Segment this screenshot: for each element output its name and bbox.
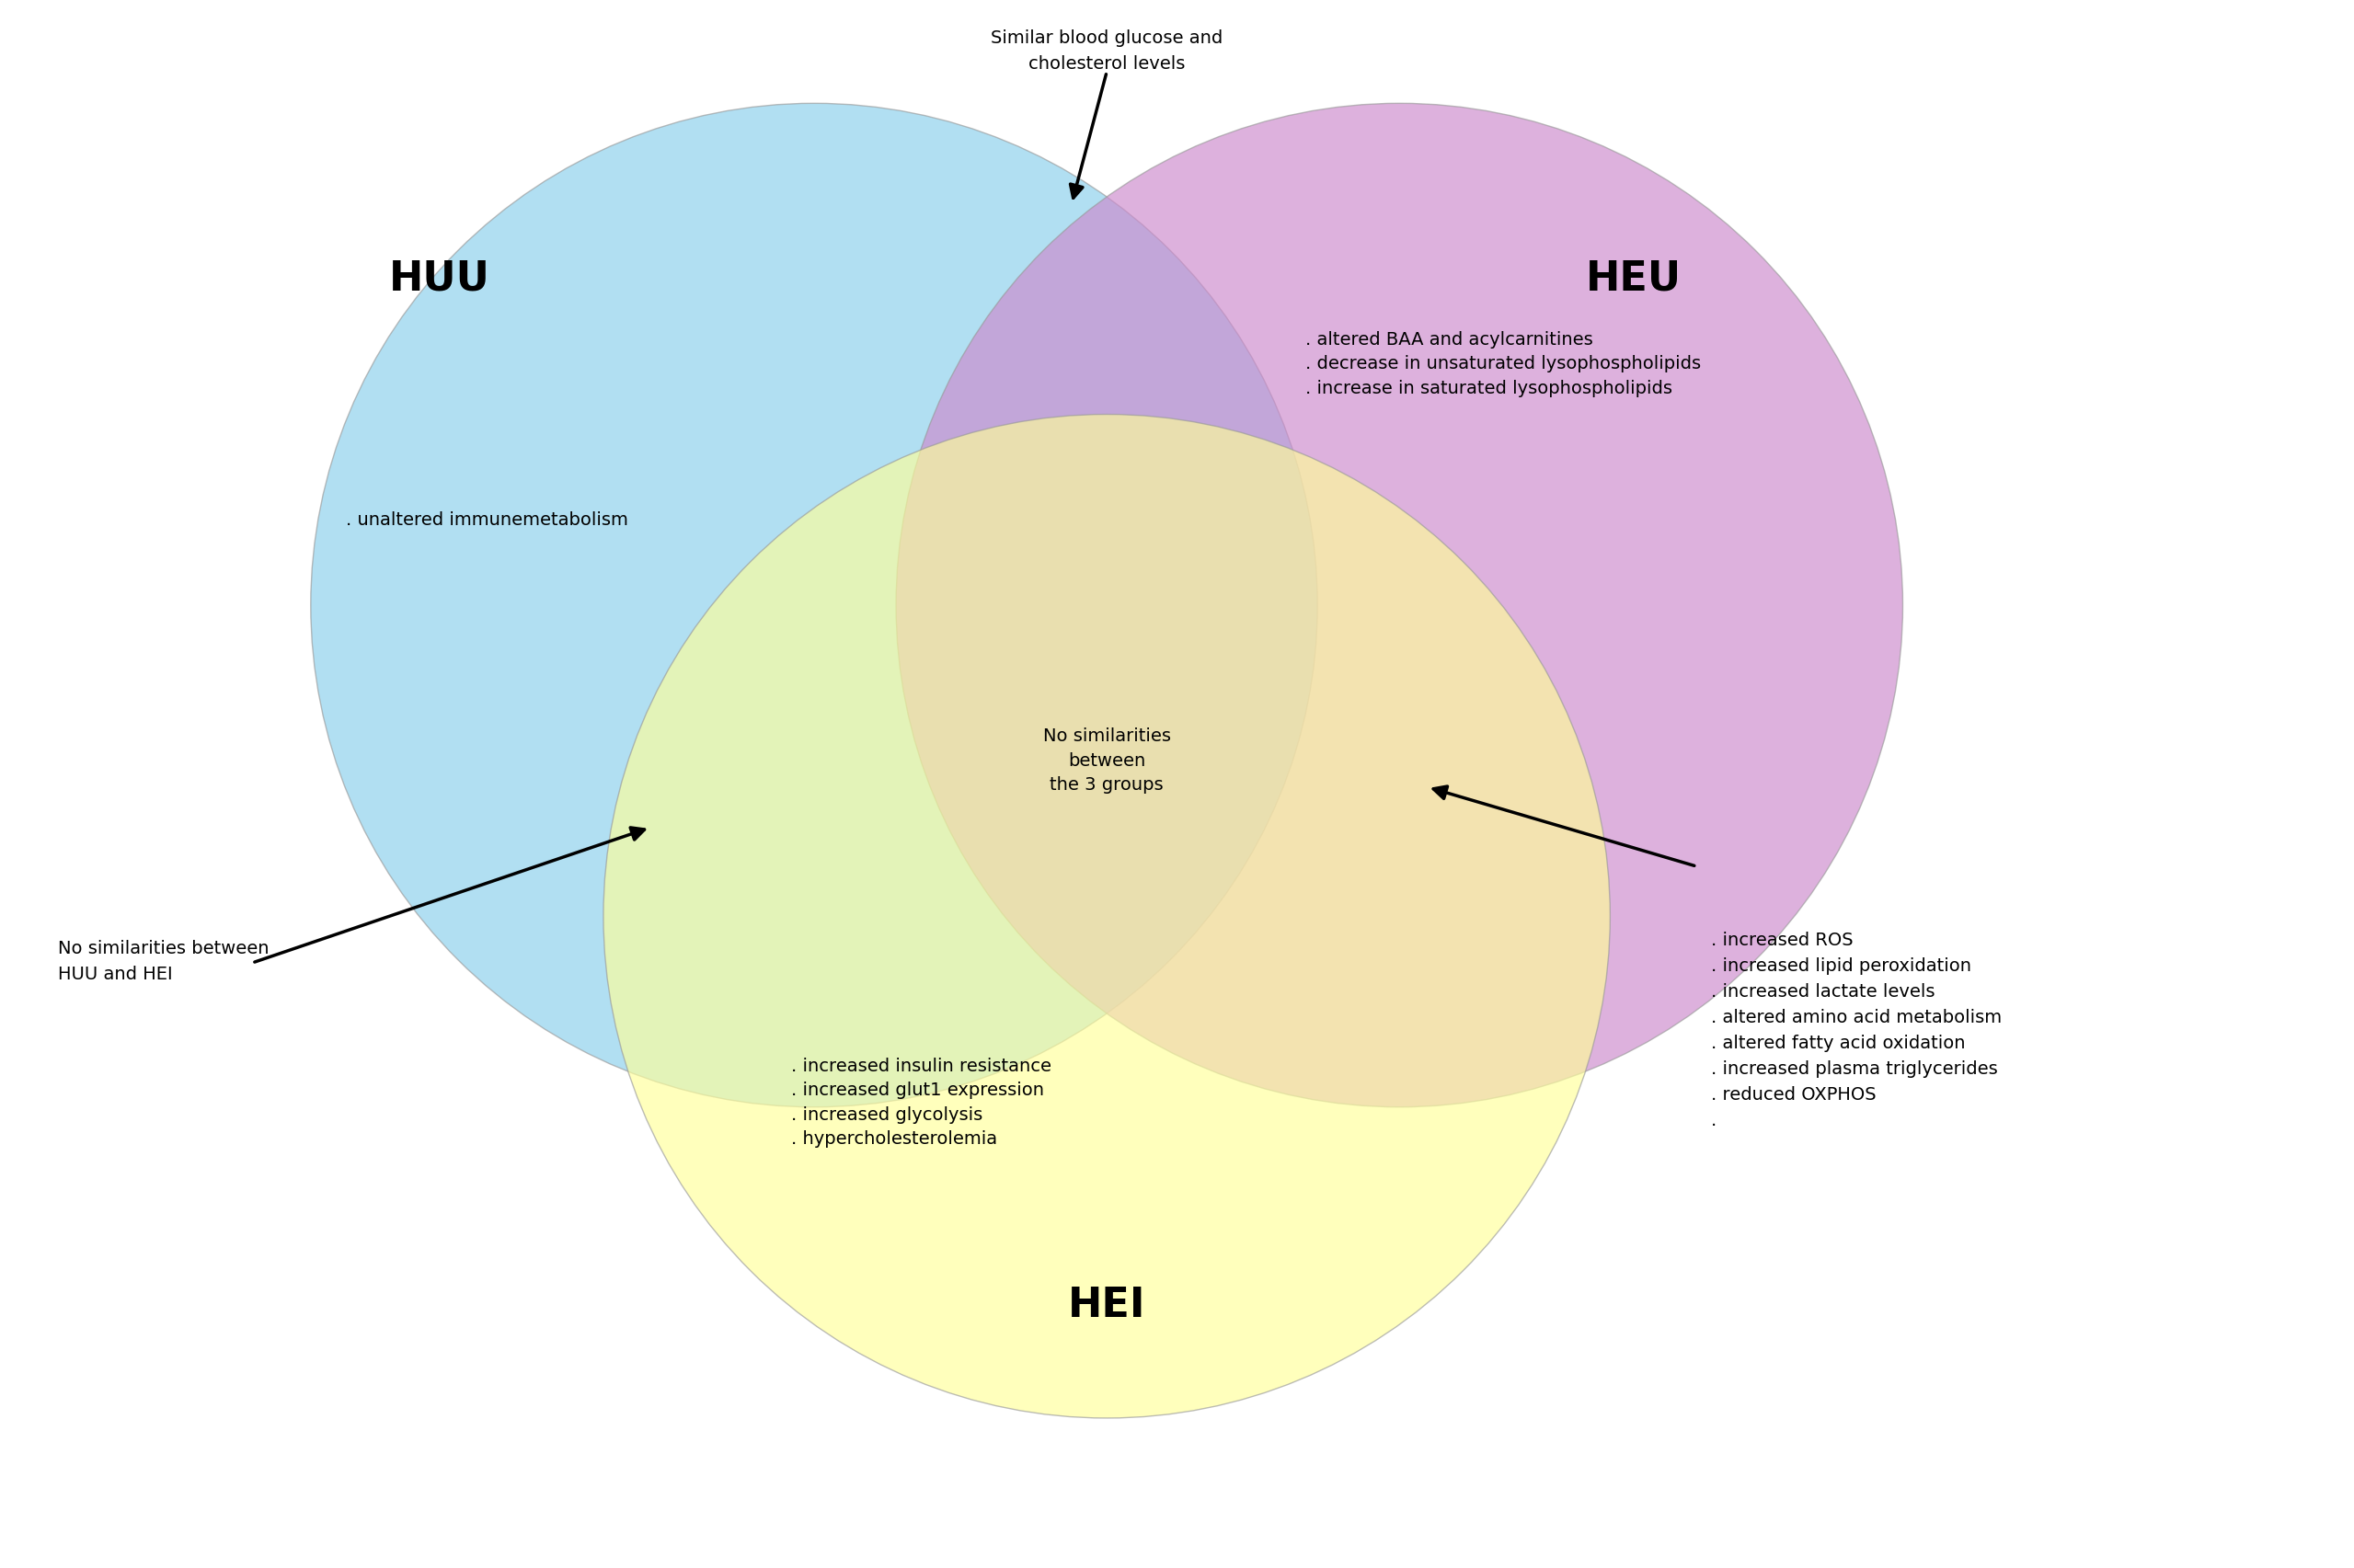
Text: Similar blood glucose and
cholesterol levels: Similar blood glucose and cholesterol le… <box>991 30 1222 74</box>
Text: . altered BAA and acylcarnitines
. decrease in unsaturated lysophospholipids
. i: . altered BAA and acylcarnitines . decre… <box>1306 331 1702 397</box>
Text: No similarities between
HUU and HEI: No similarities between HUU and HEI <box>59 939 268 983</box>
Text: . unaltered immunemetabolism: . unaltered immunemetabolism <box>346 511 629 528</box>
Text: . increased ROS
. increased lipid peroxidation
. increased lactate levels
. alte: . increased ROS . increased lipid peroxi… <box>1711 931 2001 1129</box>
Text: HUU: HUU <box>388 259 490 298</box>
Text: . increased insulin resistance
. increased glut1 expression
. increased glycolys: . increased insulin resistance . increas… <box>791 1057 1050 1148</box>
Text: No similarities
between
the 3 groups: No similarities between the 3 groups <box>1043 728 1170 793</box>
Text: HEI: HEI <box>1069 1286 1146 1325</box>
Ellipse shape <box>603 414 1610 1417</box>
Ellipse shape <box>311 103 1318 1107</box>
Text: HEU: HEU <box>1587 259 1681 298</box>
Ellipse shape <box>897 103 1902 1107</box>
